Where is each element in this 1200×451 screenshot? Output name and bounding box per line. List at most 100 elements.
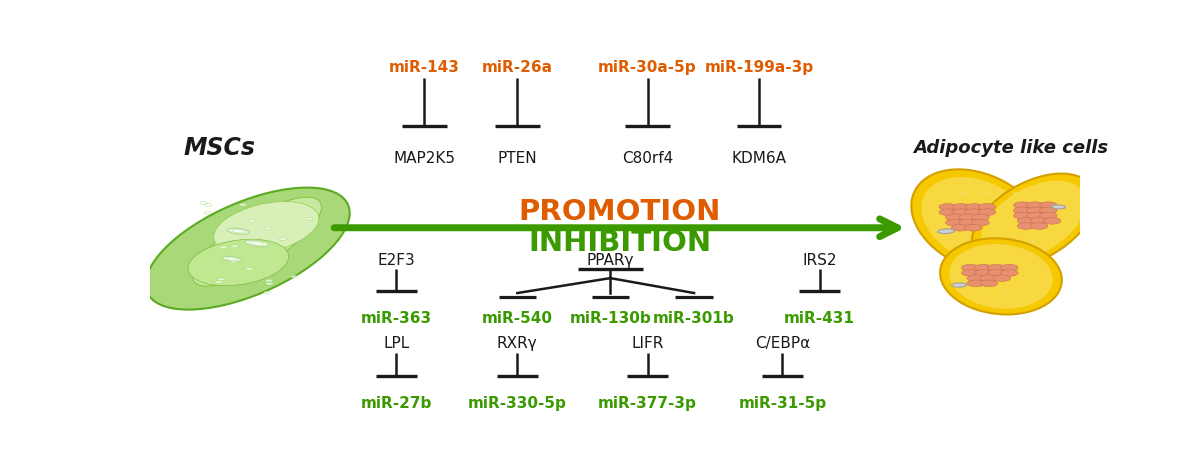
Circle shape — [239, 203, 247, 206]
Circle shape — [217, 278, 226, 281]
Circle shape — [1014, 212, 1031, 219]
Text: LIFR: LIFR — [631, 336, 664, 351]
Circle shape — [980, 275, 997, 281]
Circle shape — [974, 264, 992, 271]
Text: E2F3: E2F3 — [378, 253, 415, 268]
Ellipse shape — [911, 169, 1044, 272]
Circle shape — [1026, 207, 1044, 214]
Circle shape — [988, 264, 1006, 271]
Circle shape — [1031, 240, 1037, 243]
Circle shape — [967, 280, 985, 287]
Text: miR-130b: miR-130b — [570, 311, 652, 326]
Circle shape — [230, 260, 238, 263]
Circle shape — [946, 219, 964, 226]
Ellipse shape — [228, 228, 250, 234]
Ellipse shape — [940, 238, 1062, 314]
Text: RXRγ: RXRγ — [497, 336, 538, 351]
Circle shape — [290, 275, 298, 278]
Circle shape — [1018, 217, 1034, 224]
Circle shape — [1039, 207, 1057, 214]
Ellipse shape — [188, 239, 289, 285]
Ellipse shape — [949, 244, 1052, 309]
Ellipse shape — [952, 283, 966, 287]
Text: PROMOTION: PROMOTION — [518, 198, 721, 226]
Circle shape — [952, 203, 970, 210]
Circle shape — [265, 282, 274, 285]
Circle shape — [1039, 212, 1057, 219]
Circle shape — [246, 267, 253, 270]
Text: MAP2K5: MAP2K5 — [394, 152, 455, 166]
Circle shape — [961, 264, 979, 271]
Circle shape — [959, 219, 977, 226]
Circle shape — [952, 225, 968, 231]
Circle shape — [215, 281, 222, 283]
Circle shape — [1012, 192, 1018, 194]
Circle shape — [248, 220, 256, 222]
Text: miR-143: miR-143 — [389, 60, 460, 75]
Circle shape — [1043, 217, 1061, 224]
Circle shape — [965, 209, 983, 216]
Text: PPARγ: PPARγ — [587, 253, 634, 268]
Ellipse shape — [245, 240, 269, 247]
Circle shape — [1014, 202, 1031, 208]
Circle shape — [1026, 212, 1044, 219]
Circle shape — [1001, 270, 1018, 276]
Text: LPL: LPL — [383, 336, 409, 351]
Text: Adipocyte like cells: Adipocyte like cells — [913, 139, 1108, 157]
Circle shape — [205, 203, 212, 207]
Circle shape — [961, 192, 966, 194]
Ellipse shape — [972, 174, 1096, 268]
Circle shape — [994, 275, 1010, 281]
Text: miR-30a-5p: miR-30a-5p — [599, 60, 697, 75]
Circle shape — [972, 219, 989, 226]
Circle shape — [952, 209, 970, 216]
Text: miR-199a-3p: miR-199a-3p — [704, 60, 814, 75]
Circle shape — [1040, 199, 1045, 201]
Circle shape — [1039, 202, 1057, 208]
Ellipse shape — [251, 242, 264, 245]
Circle shape — [972, 214, 989, 221]
Circle shape — [946, 214, 964, 221]
Circle shape — [264, 291, 271, 294]
Text: miR-26a: miR-26a — [482, 60, 553, 75]
Circle shape — [940, 209, 956, 216]
Text: miR-431: miR-431 — [784, 311, 856, 326]
Text: KDM6A: KDM6A — [732, 152, 787, 166]
Circle shape — [232, 245, 239, 248]
Circle shape — [965, 225, 982, 231]
Circle shape — [265, 279, 272, 282]
Circle shape — [264, 227, 272, 230]
Text: miR-377-3p: miR-377-3p — [598, 396, 697, 411]
Circle shape — [1001, 264, 1018, 271]
Text: MSCs: MSCs — [184, 136, 256, 160]
Circle shape — [305, 217, 313, 220]
Circle shape — [961, 270, 979, 276]
Ellipse shape — [214, 202, 319, 254]
Circle shape — [1031, 223, 1048, 229]
Circle shape — [978, 209, 996, 216]
Ellipse shape — [1051, 205, 1066, 209]
Text: IRS2: IRS2 — [803, 253, 836, 268]
Circle shape — [965, 203, 983, 210]
Circle shape — [1014, 207, 1031, 214]
Ellipse shape — [937, 229, 954, 234]
Circle shape — [978, 203, 996, 210]
Ellipse shape — [922, 177, 1034, 265]
Circle shape — [940, 203, 956, 210]
Text: miR-540: miR-540 — [482, 311, 553, 326]
Text: INHIBITION: INHIBITION — [528, 230, 712, 258]
Circle shape — [974, 270, 992, 276]
Text: miR-330-5p: miR-330-5p — [468, 396, 566, 411]
Text: C/EBPα: C/EBPα — [755, 336, 810, 351]
Text: PTEN: PTEN — [498, 152, 538, 166]
Circle shape — [1018, 223, 1034, 229]
Circle shape — [967, 275, 985, 281]
Text: miR-27b: miR-27b — [361, 396, 432, 411]
Ellipse shape — [982, 181, 1086, 261]
Circle shape — [220, 246, 227, 249]
Circle shape — [199, 202, 208, 204]
Circle shape — [280, 238, 287, 240]
Ellipse shape — [145, 188, 349, 309]
Circle shape — [1003, 293, 1008, 295]
Circle shape — [984, 192, 990, 194]
